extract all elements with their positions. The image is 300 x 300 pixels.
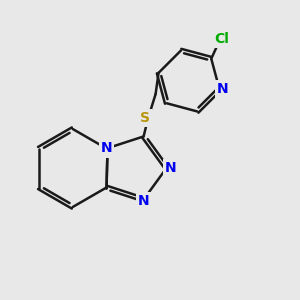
Text: N: N (138, 194, 149, 208)
Text: N: N (217, 82, 228, 96)
Text: Cl: Cl (214, 32, 229, 46)
Text: N: N (101, 142, 112, 155)
Text: S: S (140, 111, 150, 125)
Text: N: N (165, 161, 177, 175)
